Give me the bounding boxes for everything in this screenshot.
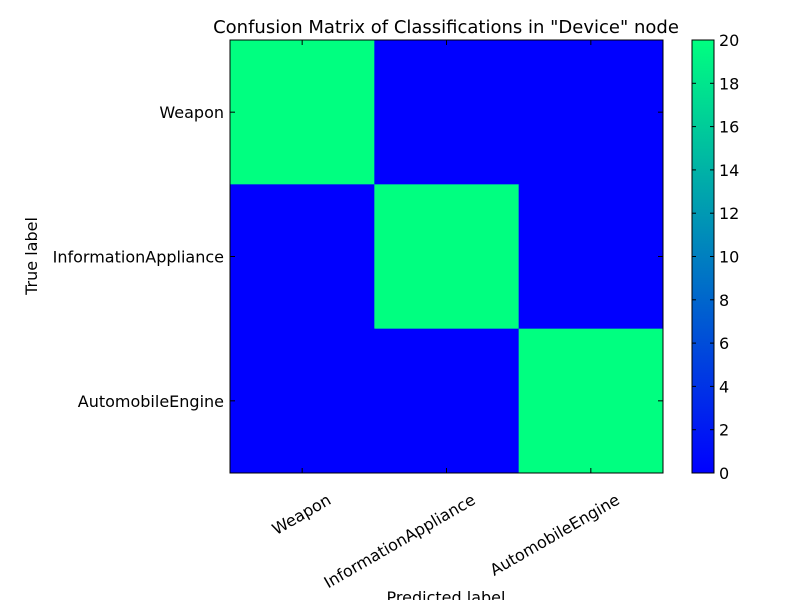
heatmap-cell-r1-c0 [230,184,375,330]
colorbar-tick-label: 18 [719,74,739,93]
colorbar-tick-label: 2 [719,421,729,440]
heatmap-cell-r0-c0 [230,40,375,185]
colorbar-tick-label: 6 [719,334,729,353]
heatmap-cell-r0-c1 [374,40,520,185]
colorbar-tick-label: 8 [719,291,729,310]
heatmap-cell-r0-c2 [518,40,664,185]
heatmap-cell-r1-c2 [518,184,664,330]
heatmap-cells [230,40,664,474]
colorbar-tick-label: 16 [719,118,739,137]
colorbar-ticks: 0 2 4 6 8 10 12 14 16 18 20 [692,31,739,483]
y-tick-label: Weapon [159,103,224,122]
x-tick-label: Weapon [269,490,334,539]
heatmap-cell-r2-c2 [518,328,664,474]
colorbar-tick-label: 10 [719,248,739,267]
y-axis-label: True label [22,217,41,296]
colorbar-tick-label: 0 [719,464,729,483]
x-tick-label: InformationAppliance [321,490,479,592]
x-tick-label: AutomobileEngine [487,490,623,580]
y-tick-label: AutomobileEngine [78,392,224,411]
colorbar-tick-label: 14 [719,161,739,180]
colorbar-tick-label: 12 [719,204,739,223]
chart-title: Confusion Matrix of Classifications in "… [213,17,679,38]
y-tick-label: InformationAppliance [53,248,224,267]
axis-ticks [230,40,663,473]
y-tick-labels: Weapon InformationAppliance AutomobileEngi… [53,103,224,411]
x-axis-label: Predicted label [387,588,506,600]
heatmap-cell-r2-c1 [374,328,520,474]
colorbar-tick-label: 4 [719,377,729,396]
colorbar-tick-label: 20 [719,31,739,50]
heatmap-cell-r1-c1 [374,184,520,330]
heatmap-cell-r2-c0 [230,328,375,474]
